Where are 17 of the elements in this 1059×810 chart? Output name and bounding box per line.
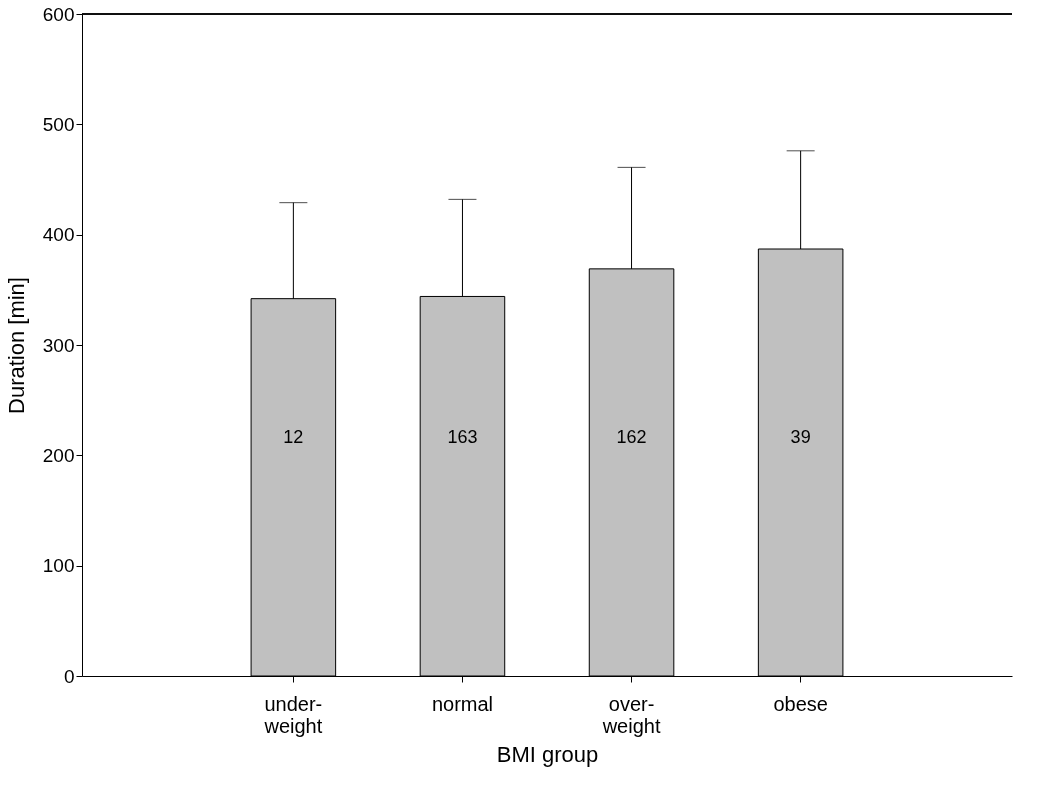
y-tick-label: 600: [42, 3, 75, 25]
y-axis-title: Duration [min]: [3, 277, 29, 414]
annotation: 163: [447, 426, 478, 447]
x-tick-label: normal: [431, 692, 494, 715]
x-tick-label: over-weight: [601, 692, 661, 737]
y-tick-label: 500: [42, 113, 75, 135]
x-axis-title: BMI group: [496, 741, 599, 767]
annotation: 39: [790, 426, 811, 447]
y-tick-label: 0: [63, 665, 75, 687]
y-tick-label: 300: [42, 334, 75, 356]
x-tick-label: under-weight: [263, 692, 323, 737]
y-tick-label: 200: [42, 444, 75, 466]
annotation: 162: [616, 426, 647, 447]
x-tick-label: obese: [773, 692, 828, 715]
annotation: 12: [283, 426, 304, 447]
y-tick-label: 100: [42, 555, 75, 577]
y-tick-label: 400: [42, 224, 75, 246]
